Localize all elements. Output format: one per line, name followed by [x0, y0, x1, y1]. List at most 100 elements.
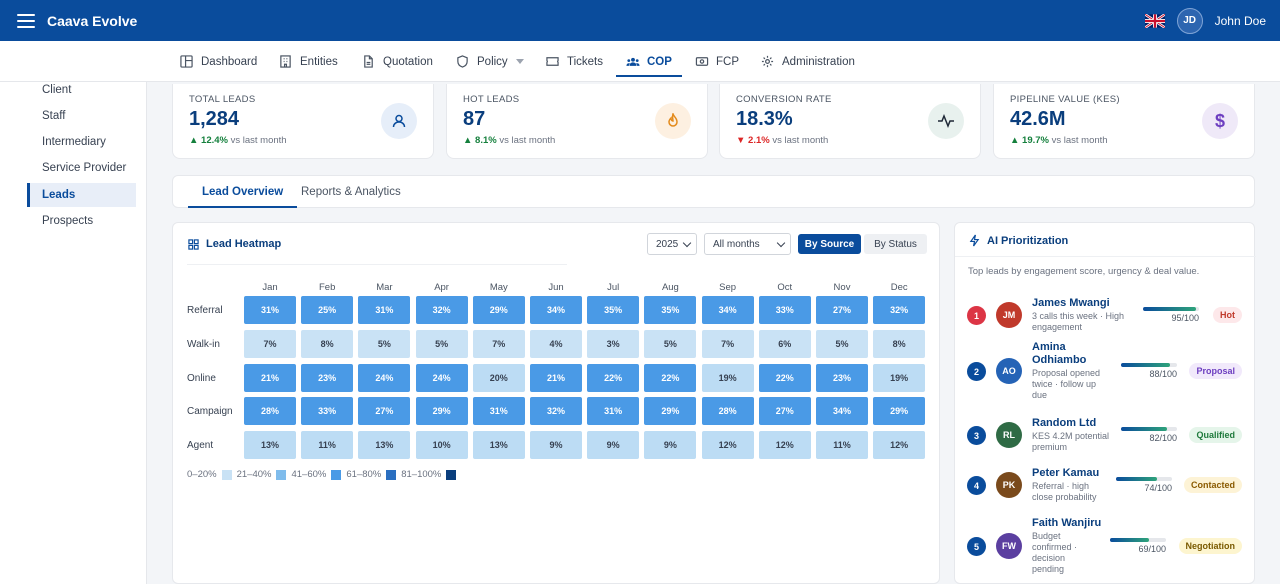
heatmap-cell[interactable]: 24%	[415, 364, 468, 392]
heatmap-cell[interactable]: 8%	[873, 330, 926, 358]
heatmap-cell[interactable]: 12%	[758, 431, 811, 459]
heatmap-cell[interactable]: 10%	[415, 431, 468, 459]
nav-tickets[interactable]: Tickets	[546, 41, 603, 82]
uk-flag-icon[interactable]	[1144, 13, 1165, 28]
heatmap-cell[interactable]: 34%	[701, 296, 754, 324]
heatmap-cell[interactable]: 7%	[244, 330, 296, 358]
nav-label: Policy	[477, 55, 508, 68]
heatmap-cell[interactable]: 23%	[816, 364, 868, 392]
heatmap-cell[interactable]: 19%	[701, 364, 754, 392]
heatmap-cell[interactable]: 29%	[873, 397, 926, 425]
nav-fcp[interactable]: FCP	[695, 41, 739, 82]
heatmap-cell[interactable]: 9%	[644, 431, 697, 459]
heatmap-cell[interactable]: 9%	[587, 431, 640, 459]
heatmap-cell[interactable]: 33%	[758, 296, 811, 324]
heatmap-cell[interactable]: 28%	[244, 397, 296, 425]
heatmap-cell[interactable]: 21%	[244, 364, 296, 392]
period-select[interactable]: All months	[704, 233, 791, 255]
heatmap-cell[interactable]: 7%	[701, 330, 754, 358]
heatmap-cell[interactable]: 6%	[758, 330, 811, 358]
kpi-value: 1,284	[189, 108, 240, 130]
nav-quotation[interactable]: Quotation	[362, 41, 433, 82]
gear-icon	[761, 55, 775, 69]
sidebar-item-leads[interactable]: Leads	[27, 183, 136, 207]
nav-cop[interactable]: COP	[616, 41, 682, 82]
sidebar-item-service-provider[interactable]: Service Provider	[42, 162, 127, 174]
heatmap-cell[interactable]: 13%	[472, 431, 525, 459]
tab-reports-analytics[interactable]: Reports & Analytics	[301, 186, 401, 198]
heatmap-cell[interactable]: 31%	[244, 296, 296, 324]
lead-name[interactable]: Random Ltd	[1032, 417, 1097, 429]
by-source-button[interactable]: By Source	[798, 234, 861, 254]
sidebar-item-intermediary[interactable]: Intermediary	[42, 136, 106, 148]
heatmap-cell[interactable]: 34%	[530, 296, 582, 324]
money-icon	[695, 55, 709, 69]
by-status-button[interactable]: By Status	[864, 234, 927, 254]
lead-name[interactable]: Amina Odhiambo	[1032, 341, 1087, 366]
nav-dashboard[interactable]: Dashboard	[180, 41, 257, 82]
tab-lead-overview[interactable]: Lead Overview	[187, 176, 298, 208]
nav-policy[interactable]: Policy	[456, 41, 524, 82]
heatmap-cell[interactable]: 21%	[530, 364, 582, 392]
heatmap-cell[interactable]: 35%	[587, 296, 640, 324]
user-name[interactable]: John Doe	[1214, 13, 1266, 28]
heatmap-cell[interactable]: 5%	[358, 330, 411, 358]
heatmap-cell[interactable]: 31%	[587, 397, 640, 425]
heatmap-cell[interactable]: 29%	[472, 296, 525, 324]
heatmap-cell[interactable]: 13%	[244, 431, 296, 459]
legend-label: 81–100%	[401, 469, 442, 480]
heatmap-cell[interactable]: 9%	[530, 431, 582, 459]
heatmap-cell[interactable]: 23%	[301, 364, 354, 392]
heatmap-cell[interactable]: 32%	[873, 296, 926, 324]
heatmap-cell[interactable]: 31%	[472, 397, 525, 425]
heatmap-cell[interactable]: 3%	[587, 330, 640, 358]
heatmap-cell[interactable]: 19%	[873, 364, 926, 392]
lead-name[interactable]: Peter Kamau	[1032, 467, 1100, 479]
heatmap-cell[interactable]: 31%	[358, 296, 411, 324]
heatmap-cell[interactable]: 22%	[758, 364, 811, 392]
heatmap-cell[interactable]: 22%	[644, 364, 697, 392]
heatmap-cell[interactable]: 29%	[644, 397, 697, 425]
heatmap-cell[interactable]: 22%	[587, 364, 640, 392]
heatmap-cell[interactable]: 8%	[301, 330, 354, 358]
sidebar-item-prospects[interactable]: Prospects	[42, 215, 94, 227]
heatmap-cell[interactable]: 33%	[301, 397, 354, 425]
sidebar-item-client[interactable]: Client	[42, 84, 72, 96]
heatmap-cell[interactable]: 7%	[472, 330, 525, 358]
hamburger-menu-icon[interactable]	[17, 13, 35, 28]
heatmap-cell[interactable]: 13%	[358, 431, 411, 459]
heatmap-cell[interactable]: 4%	[530, 330, 582, 358]
heatmap-cell[interactable]: 32%	[415, 296, 468, 324]
heatmap-cell[interactable]: 25%	[301, 296, 354, 324]
heatmap-cell[interactable]: 32%	[530, 397, 582, 425]
heatmap-cell[interactable]: 5%	[816, 330, 868, 358]
heatmap-cell[interactable]: 28%	[701, 397, 754, 425]
lead-name[interactable]: James Mwangi	[1032, 297, 1110, 309]
heatmap-cell[interactable]: 11%	[816, 431, 868, 459]
heatmap-cell[interactable]: 12%	[873, 431, 926, 459]
lead-name[interactable]: Faith Wanjiru	[1032, 517, 1102, 529]
heatmap-cell[interactable]: 24%	[358, 364, 411, 392]
user-avatar[interactable]: JD	[1176, 7, 1203, 34]
heatmap-cell[interactable]: 29%	[415, 397, 468, 425]
kpi-delta: ▲ 12.4% vs last month	[189, 135, 287, 146]
year-select[interactable]: 2025	[647, 233, 697, 255]
heatmap-cell[interactable]: 27%	[358, 397, 411, 425]
heatmap-cell[interactable]: 20%	[472, 364, 525, 392]
heatmap-cell[interactable]: 27%	[816, 296, 868, 324]
status-badge: Negotiation	[1178, 538, 1242, 554]
sidebar-item-staff[interactable]: Staff	[42, 110, 66, 122]
heatmap-cell[interactable]: 5%	[644, 330, 697, 358]
kpi-delta: ▼ 2.1% vs last month	[736, 135, 829, 146]
heatmap-cell[interactable]: 12%	[701, 431, 754, 459]
heatmap-cell[interactable]: 11%	[301, 431, 354, 459]
lead-avatar: RL	[996, 422, 1022, 448]
heatmap-cell[interactable]: 27%	[758, 397, 811, 425]
heatmap-cell[interactable]: 5%	[415, 330, 468, 358]
heatmap-cell[interactable]: 34%	[816, 397, 868, 425]
heatmap-cell[interactable]: 35%	[644, 296, 697, 324]
nav-entities[interactable]: Entities	[279, 41, 338, 82]
lead-description: 3 calls this week · High engagement	[1032, 311, 1125, 332]
heatmap-legend: 0–20% 21–40% 41–60% 61–80% 81–100%	[187, 469, 461, 480]
nav-administration[interactable]: Administration	[761, 41, 855, 82]
